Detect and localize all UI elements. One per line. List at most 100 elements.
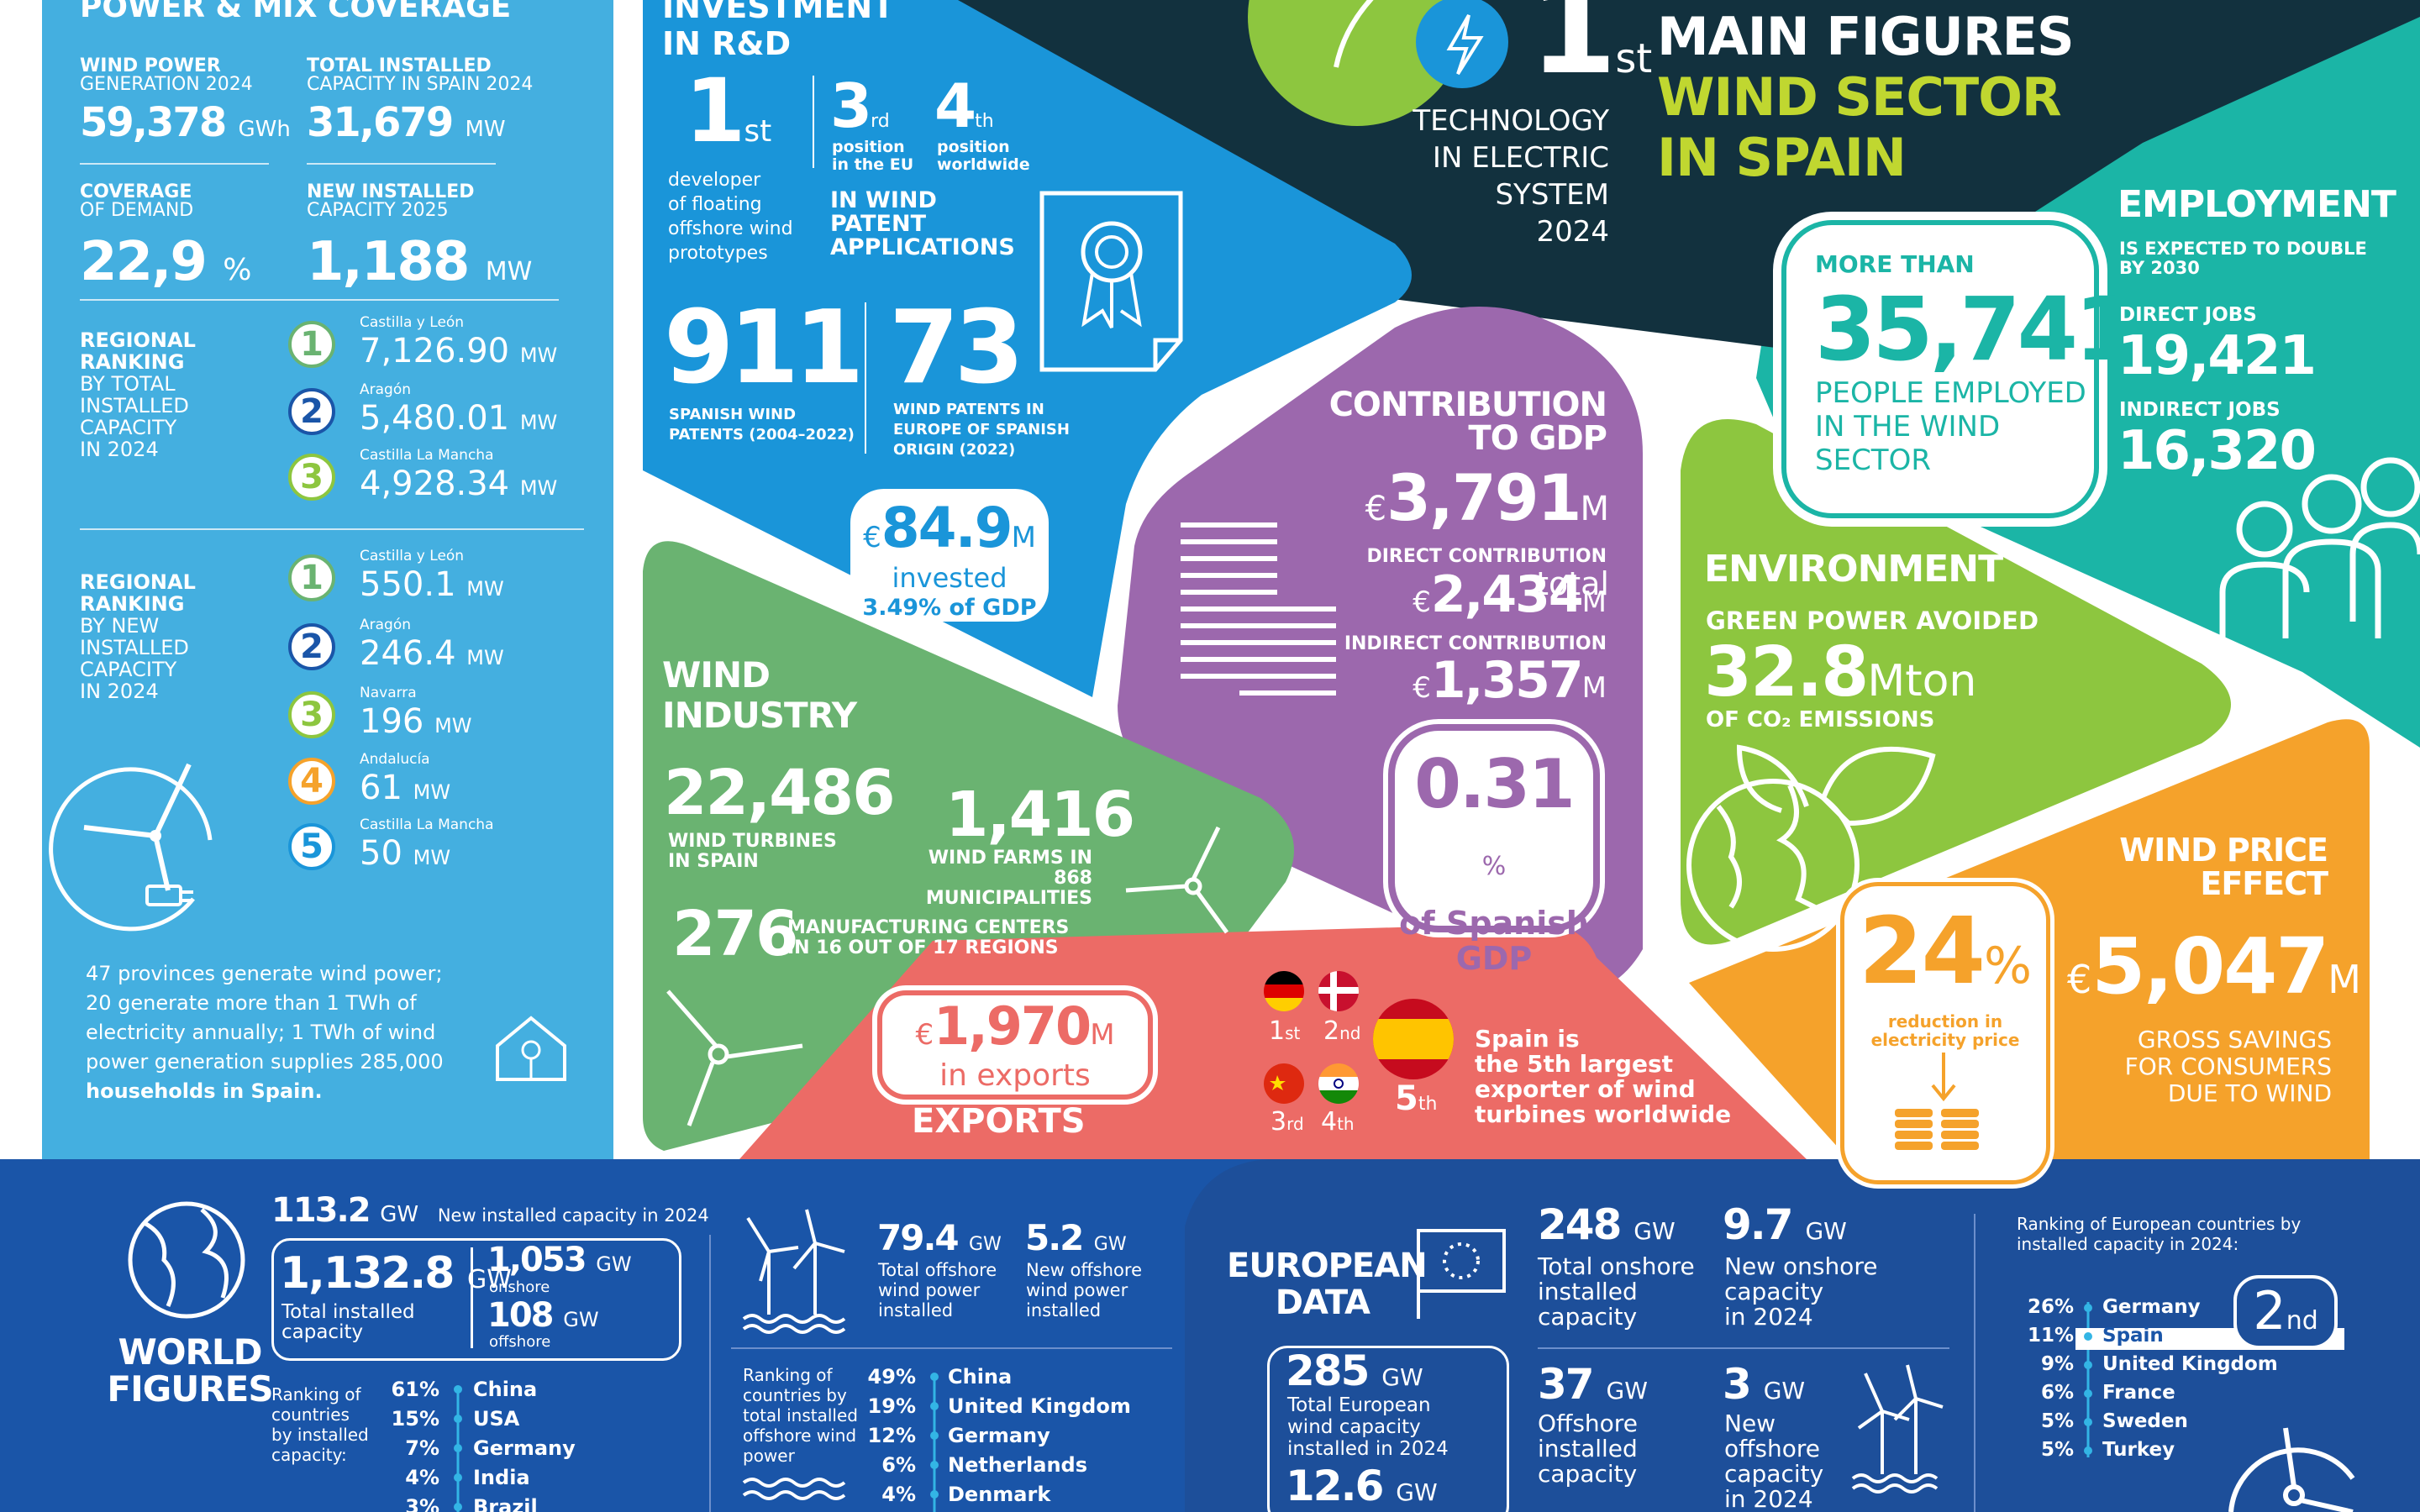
ranking-value: 4,928.34 MW: [360, 465, 558, 503]
world-offshore-label: offshore: [489, 1333, 551, 1351]
ranking-country: Spain: [2102, 1325, 2164, 1347]
ranking-region: Navarra: [360, 685, 417, 701]
employment-subtitle: IS EXPECTED TO DOUBLE BY 2030: [2119, 239, 2367, 278]
ranking-pct: 4%: [881, 1483, 916, 1506]
ranking-pct: 15%: [391, 1407, 439, 1431]
gdp-share-card: 0.31 % of Spanish GDP: [1395, 731, 1593, 976]
ranking-pct: 49%: [867, 1365, 916, 1389]
ranking-country: Netherlands: [948, 1453, 1088, 1477]
ranking-pct: 9%: [2040, 1353, 2074, 1375]
ranking-dot: [454, 1473, 462, 1482]
europe-new-onshore-label: New onshore capacity in 2024: [1724, 1252, 1878, 1331]
gdp-title: CONTRIBUTION TO GDP: [1328, 386, 1607, 458]
regional-ranking-total-title: REGIONAL RANKING BY TOTAL INSTALLED CAPACI…: [80, 328, 196, 461]
europe-total-box: [1267, 1346, 1509, 1512]
world-onshore: 1,053 GW: [487, 1241, 632, 1279]
ranking-pct: 5%: [2040, 1410, 2074, 1432]
ranking-pct: 19%: [867, 1394, 916, 1418]
farms-desc: WIND FARMS IN 868 MUNICIPALITIES: [925, 848, 1092, 909]
europe-offshore: 37 GW: [1538, 1360, 1648, 1409]
world-offshore: 108 GW: [487, 1296, 599, 1335]
ranking-value: 550.1 MW: [360, 565, 504, 604]
ranking-region: Castilla La Mancha: [360, 816, 494, 833]
direct-jobs-label: DIRECT JOBS: [2119, 304, 2257, 326]
world-offshore-new: 5.2 GW: [1025, 1217, 1127, 1258]
ranking-dot: [930, 1461, 939, 1469]
rank-circle: 3: [288, 454, 335, 501]
ranking-dot: [2084, 1446, 2092, 1455]
provinces-note: 47 provinces generate wind power; 20 gene…: [86, 962, 444, 1103]
export-rank-label: 3rd: [1270, 1107, 1304, 1137]
europe-title: EUROPEAN DATA: [1227, 1247, 1428, 1322]
export-rank-label: 2nd: [1323, 1016, 1361, 1046]
spain-eu-rank-badge: 2nd: [2233, 1275, 2338, 1349]
ranking-dot: [930, 1373, 939, 1381]
ranking-region: Aragón: [360, 617, 412, 633]
europe-onshore-label: Total onshore installed capacity: [1538, 1252, 1695, 1331]
environment-title: ENVIRONMENT: [1704, 548, 2003, 591]
ranking-pct: 12%: [867, 1424, 916, 1447]
ranking-country: Brazil: [473, 1495, 538, 1512]
world-offshore-new-label: New offshore wind power installed: [1026, 1260, 1142, 1320]
ranking-country: Turkey: [2102, 1439, 2175, 1461]
indirect-jobs-value: 16,320: [2118, 420, 2317, 482]
employment-card: MORE THAN 35,741 PEOPLE EMPLOYED IN THE W…: [1781, 220, 2135, 518]
ranking-pct: 61%: [391, 1378, 439, 1401]
rank-circle: 2: [288, 623, 335, 670]
ranking-pct: 7%: [405, 1436, 439, 1460]
tech-desc: TECHNOLOGY IN ELECTRIC SYSTEM 2024: [1413, 104, 1609, 249]
rd-first: 1st: [685, 60, 772, 162]
patents-spain-desc: SPANISH WIND PATENTS (2004–2022): [669, 406, 855, 444]
invest-badge: €84.9M invested 3.49% of GDP: [850, 489, 1049, 622]
rd-first-desc: developer of floating offshore wind prototy…: [668, 170, 793, 264]
environment-desc: OF CO₂ EMISSIONS: [1706, 707, 1935, 732]
centers-value: 276: [672, 898, 798, 970]
ranking-region: Aragón: [360, 381, 412, 398]
regional-ranking-new-title: REGIONAL RANKING BY NEW INSTALLED CAPACITY…: [80, 570, 196, 703]
total-capacity-label: TOTAL INSTALLED CAPACITY IN SPAIN 2024: [307, 55, 534, 95]
total-capacity-value: 31,679 MW: [307, 99, 506, 146]
europe-total-label: Total European wind capacity installed in …: [1287, 1394, 1449, 1460]
rd-third-desc: position in the EU: [832, 138, 914, 174]
world-onshore-label: onshore: [489, 1278, 550, 1296]
rank-circle: 3: [288, 691, 335, 738]
main-title: MAIN FIGURES WIND SECTOR IN SPAIN: [1657, 6, 2075, 188]
rank-circle: 1: [288, 554, 335, 601]
new-capacity-label: NEW INSTALLED CAPACITY 2025: [307, 181, 475, 221]
world-total: 1,132.8 GW: [280, 1248, 512, 1299]
gdp-direct-label: DIRECT CONTRIBUTION: [1366, 546, 1607, 567]
europe-ranking-label: Ranking of European countries by installe…: [2017, 1214, 2302, 1254]
ranking-country: Germany: [473, 1436, 576, 1460]
ranking-value: 196 MW: [360, 702, 472, 741]
exports-title: EXPORTS: [912, 1102, 1086, 1141]
direct-jobs-value: 19,421: [2118, 325, 2317, 387]
rd-bg: [643, 0, 1412, 697]
ranking-dot: [2084, 1361, 2092, 1369]
ranking-country: China: [473, 1378, 538, 1401]
employment-title: EMPLOYMENT: [2118, 183, 2396, 226]
ranking-dot: [930, 1490, 939, 1499]
ranking-pct: 11%: [2027, 1325, 2074, 1347]
coverage-value: 22,9 %: [80, 231, 252, 293]
ranking-dot: [2084, 1389, 2092, 1398]
ranking-dot: [2084, 1418, 2092, 1426]
ranking-dot: [2084, 1304, 2092, 1312]
ranking-pct: 3%: [405, 1495, 439, 1512]
europe-new-offshore-label: New offshore capacity in 2024: [1724, 1410, 1824, 1512]
ranking-value: 246.4 MW: [360, 634, 504, 673]
environment-value: 32.8Mton: [1704, 633, 1977, 712]
ranking-region: Castilla La Mancha: [360, 447, 494, 464]
world-ranking-label: Ranking of countries by installed capacity:: [271, 1384, 369, 1465]
europe-offshore-label: Offshore installed capacity: [1538, 1410, 1638, 1488]
ranking-pct: 26%: [2027, 1296, 2074, 1318]
rd-fourth-desc: position worldwide: [937, 138, 1030, 174]
rank-circle: 4: [288, 758, 335, 805]
gdp-direct-value: €2,434M: [1413, 565, 1607, 624]
ranking-dot: [454, 1385, 462, 1394]
ranking-value: 5,480.01 MW: [360, 399, 558, 438]
ranking-country: United Kingdom: [948, 1394, 1131, 1418]
rd-fourth: 4th: [934, 71, 994, 141]
left-panel-title: POWER & MIX COVERAGE: [80, 0, 512, 24]
ranking-dot: [454, 1503, 462, 1511]
spain-export-desc: Spain is the 5th largest exporter of wind t…: [1475, 1025, 1732, 1128]
